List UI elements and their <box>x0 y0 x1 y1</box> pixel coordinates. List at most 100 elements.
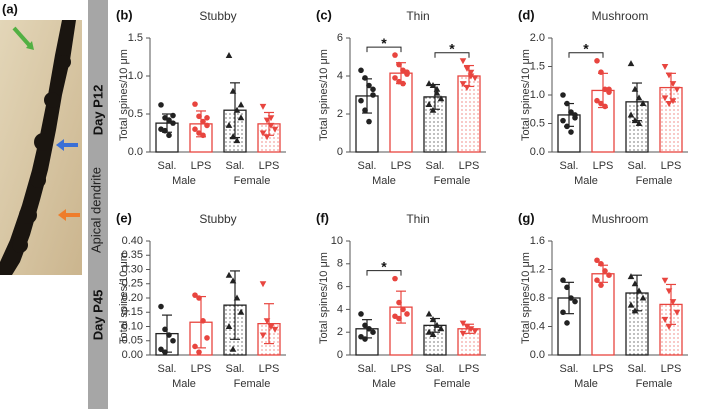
data-point <box>392 75 398 81</box>
panel-label: (d) <box>518 7 535 22</box>
data-point <box>572 115 578 121</box>
data-point <box>425 101 433 107</box>
group-label: Female <box>636 378 673 390</box>
row-label: Day P12 <box>90 85 105 136</box>
data-point <box>166 332 172 338</box>
data-point <box>635 287 643 294</box>
data-point <box>560 309 566 316</box>
data-point <box>259 332 267 339</box>
chart-title: Mushroom <box>592 212 649 226</box>
significance-bracket <box>568 52 604 58</box>
panel-label: (a) <box>2 1 18 16</box>
data-point <box>204 122 210 129</box>
data-point <box>598 100 604 107</box>
data-point <box>429 106 437 113</box>
data-point <box>166 117 172 123</box>
data-point <box>200 118 206 125</box>
data-point <box>358 311 364 317</box>
y-tick-label: 0 <box>337 349 343 361</box>
data-point <box>669 299 677 306</box>
group-label: Male <box>574 378 598 390</box>
y-tick-label: 1.6 <box>530 235 545 247</box>
data-point <box>362 322 368 329</box>
data-point <box>170 337 176 344</box>
data-point <box>602 103 608 110</box>
data-point <box>196 295 202 301</box>
y-tick-label: 1.0 <box>128 70 143 82</box>
y-tick-label: 0.05 <box>122 335 143 347</box>
group-label: Male <box>172 175 196 187</box>
data-point <box>271 126 279 133</box>
data-point <box>162 127 168 134</box>
data-point <box>471 75 479 82</box>
group-label: Female <box>234 175 271 187</box>
significance-bracket <box>366 270 402 276</box>
data-point <box>271 326 279 333</box>
group-label: Male <box>574 175 598 187</box>
data-point <box>665 288 673 295</box>
x-tick-label: LPS <box>593 363 614 375</box>
y-tick-label: 0.00 <box>122 349 143 361</box>
data-point <box>358 97 364 104</box>
y-tick-label: 2 <box>337 108 343 120</box>
group-label: Female <box>636 175 673 187</box>
x-tick-label: LPS <box>391 160 412 172</box>
y-tick-label: 0 <box>337 146 343 158</box>
data-point <box>598 282 604 288</box>
x-tick-label: Sal. <box>426 160 445 172</box>
x-tick-label: LPS <box>191 160 212 172</box>
data-point <box>200 132 206 139</box>
data-point <box>425 310 433 317</box>
data-point <box>459 320 467 327</box>
data-point <box>564 123 570 130</box>
group-label: Female <box>434 378 471 390</box>
group-label: Female <box>234 378 271 390</box>
data-point <box>572 298 578 305</box>
data-point <box>665 324 673 330</box>
y-tick-label: 6 <box>337 32 343 44</box>
data-point <box>229 87 237 94</box>
data-point <box>396 315 402 322</box>
data-point <box>366 118 372 125</box>
row-label: Day P45 <box>90 290 105 341</box>
data-point <box>233 106 241 113</box>
data-point <box>404 69 410 75</box>
data-point <box>429 82 437 88</box>
data-point <box>433 89 441 96</box>
data-point <box>606 86 612 93</box>
y-tick-label: 0.5 <box>128 108 143 120</box>
data-point <box>467 73 475 80</box>
data-point <box>429 330 437 337</box>
data-point <box>404 311 410 317</box>
data-point <box>459 81 467 88</box>
data-point <box>673 309 681 316</box>
significance-label: * <box>583 41 589 57</box>
data-point <box>267 115 275 122</box>
data-point <box>162 349 168 355</box>
y-tick-label: 6 <box>337 281 343 293</box>
data-point <box>560 92 566 98</box>
y-tick-label: 1.2 <box>530 263 545 275</box>
data-point <box>233 294 241 301</box>
data-point <box>467 69 475 76</box>
data-point <box>627 60 635 67</box>
data-point <box>225 271 233 278</box>
x-tick-label: LPS <box>459 160 480 172</box>
data-point <box>200 318 206 324</box>
data-point <box>627 301 635 308</box>
y-tick-label: 4 <box>337 70 343 82</box>
panel-label: (f) <box>316 210 329 225</box>
data-point <box>631 280 639 287</box>
data-point <box>665 101 673 108</box>
significance-bracket <box>366 46 402 53</box>
data-point <box>267 122 275 129</box>
y-axis-label: Total spines/10 μm <box>520 252 532 344</box>
data-point <box>594 257 600 264</box>
group-label: Female <box>434 175 471 187</box>
x-tick-label: Sal. <box>560 363 579 375</box>
data-point <box>392 275 398 282</box>
data-point <box>665 72 673 79</box>
side-label: Apical dendrite <box>88 167 103 253</box>
x-tick-label: Sal. <box>358 160 377 172</box>
